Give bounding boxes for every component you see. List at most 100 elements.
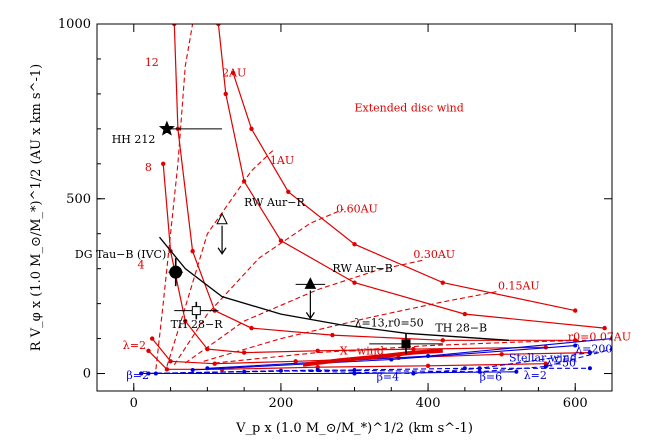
lambda-curve-1-point-2	[212, 361, 217, 366]
annotations: Extended disc wind 12 2AU 8 1AU 0.60AU 0.30AU 0…	[75, 56, 631, 384]
annotation-17: λ=50	[546, 357, 576, 370]
annotation-13: β=2	[126, 369, 149, 382]
annotation-22: RW Aur−R	[244, 196, 305, 209]
y-axis-label: R V_φ x (1.0 M_⊙/M_*)^1/2 (AU x km s^-1)	[29, 64, 44, 351]
stellar-curve-3-point-2	[514, 369, 519, 374]
r0-curve-1	[166, 149, 274, 367]
annotation-19: HH 212	[112, 133, 156, 146]
r0-curve-0	[155, 24, 194, 370]
annotation-5: 0.60AU	[336, 203, 378, 216]
obs-4-limit-arrow	[305, 312, 315, 320]
lambda-curve-0	[148, 350, 546, 370]
stellar-curve-1-point-2	[411, 371, 416, 376]
r0-curve-4	[203, 290, 499, 362]
x-tick-label-0: 0	[130, 396, 138, 411]
stellar-curve-4-point-2	[573, 343, 578, 348]
lambda-curve-2-point-2	[183, 318, 188, 324]
annotation-16: λ=2	[524, 369, 547, 382]
lambda-curve-5-point-1	[249, 126, 254, 132]
lambda-curve-5-point-3	[352, 242, 357, 247]
lambda-curve-2-point-0	[161, 161, 166, 167]
stellar-curve-3-point-1	[352, 371, 357, 376]
stellar-curve-1-point-1	[278, 368, 283, 373]
lambda-curve-4-point-3	[278, 238, 284, 243]
best-fit-curve	[158, 236, 510, 341]
stellar-curve-0	[141, 367, 590, 375]
annotation-25: λ=13,r0=50	[355, 316, 424, 329]
annotation-12: Stellar wind	[509, 351, 577, 364]
lambda-curve-3-point-5	[330, 332, 335, 338]
observations	[158, 120, 443, 355]
y-tick-label-0: 0	[83, 367, 91, 382]
stellar-curve-2-point-1	[315, 368, 320, 373]
r0-curve-2	[173, 208, 344, 366]
annotation-24: TH 28−B	[435, 322, 487, 335]
stellar-curve-2-point-3	[543, 364, 548, 369]
x-axis-label: V_p x (1.0 M_⊙/M_*)^1/2 (km s^-1)	[235, 421, 473, 436]
lambda-curve-0-point-1	[164, 367, 170, 372]
annotation-11: X−wind	[340, 344, 384, 357]
lambda-curve-4-point-6	[602, 325, 607, 331]
obs-3-marker	[216, 212, 228, 225]
axes: 0 200 400 600 0 500 1000 V_p x (1.0 M_⊙/M_*)^1/…	[29, 17, 613, 436]
obs-5-marker	[401, 339, 411, 349]
stellar-curve-1-point-4	[587, 350, 592, 355]
stellar-curve-3-point-0	[139, 371, 144, 376]
lambda-curve-4-point-5	[462, 311, 468, 317]
lambda-curve-1-point-3	[293, 359, 298, 364]
annotation-20: DG Tau−B (IVC)	[75, 248, 166, 261]
obs-4-marker	[304, 277, 317, 289]
annotation-23: RW Aur−B	[332, 262, 392, 275]
annotation-1: 12	[145, 56, 159, 69]
lambda-curve-1-point-1	[168, 359, 173, 364]
obs-1-marker	[169, 265, 183, 279]
annotation-9: λ=2	[123, 339, 146, 352]
lambda-curve-5-point-4	[440, 280, 445, 285]
lambda-curve-5-point-0	[230, 70, 236, 76]
annotation-6: 0.30AU	[413, 248, 455, 261]
lambda-curve-0-point-0	[146, 348, 151, 354]
lambda-curve-2-point-5	[315, 348, 320, 354]
stellar-curve-5-point-1	[426, 354, 431, 359]
stellar-curve-5-point-0	[205, 366, 210, 371]
obs-0-marker	[158, 120, 175, 136]
annotation-3: 8	[145, 161, 152, 174]
x-tick-label-1: 200	[269, 396, 294, 411]
x-tick-label-3: 600	[563, 396, 588, 411]
lambda-curve-2-point-4	[241, 350, 247, 355]
lambda-curve-3-point-2	[190, 248, 195, 254]
lambda-curve-1-point-5	[499, 352, 504, 357]
lambda-curve-4-point-0	[216, 24, 221, 27]
lambda-curve-2-point-6	[411, 346, 416, 352]
lambda-curve-3	[173, 24, 576, 341]
lambda-curve-4	[217, 24, 605, 329]
stellar-curve-1-point-3	[477, 366, 482, 371]
obs-2-marker	[191, 306, 201, 316]
stellar-curve-0-point-4	[587, 366, 592, 371]
annotation-2: 2AU	[222, 66, 246, 79]
lambda-curve-3-point-4	[249, 325, 254, 331]
annotation-18: λ=200	[575, 343, 612, 356]
lambda-curve-3-point-0	[172, 24, 177, 27]
annotation-21: TH 28−R	[171, 318, 224, 331]
lambda-curve-0-point-5	[543, 361, 548, 366]
lambda-curve-4-point-1	[223, 91, 228, 97]
annotation-14: β=4	[377, 371, 400, 384]
lambda-curve-0-point-4	[425, 363, 431, 369]
y-tick-label-2: 1000	[58, 17, 91, 32]
lambda-curve-5-point-5	[573, 308, 578, 313]
annotation-10: 4	[137, 259, 144, 272]
annotation-4: 1AU	[270, 154, 294, 167]
x-wind-curve	[302, 348, 443, 367]
stellar-curve-4-point-0	[190, 368, 195, 373]
y-tick-label-1: 500	[66, 192, 91, 207]
best-fit-line	[158, 236, 510, 341]
x-tick-label-2: 400	[416, 396, 441, 411]
lambda-curve-4-point-4	[352, 280, 357, 285]
lambda-curve-3-point-6	[440, 338, 445, 343]
annotation-15: β=6	[480, 371, 503, 384]
r0-curve-3	[184, 259, 425, 364]
lambda-curve-2	[162, 163, 546, 354]
annotation-8: r0=0.07AU	[568, 330, 631, 343]
